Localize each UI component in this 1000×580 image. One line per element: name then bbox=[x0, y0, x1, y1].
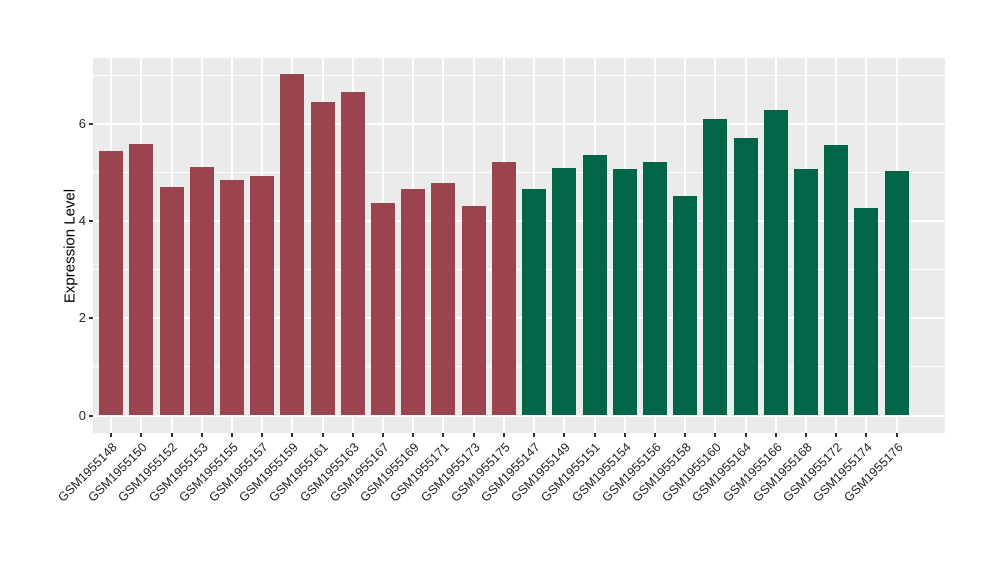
x-tick-mark bbox=[684, 433, 687, 437]
y-tick-mark bbox=[89, 414, 93, 417]
gridline-major-horizontal bbox=[93, 414, 945, 417]
bar bbox=[250, 175, 275, 416]
gridline-minor-horizontal bbox=[93, 172, 945, 173]
bar bbox=[552, 168, 577, 416]
bar bbox=[884, 170, 909, 416]
y-tick-label: 4 bbox=[78, 213, 86, 229]
x-tick-mark bbox=[744, 433, 747, 437]
bar bbox=[582, 154, 607, 416]
x-tick-mark bbox=[472, 433, 475, 437]
x-tick-mark bbox=[774, 433, 777, 437]
x-tick-mark bbox=[805, 433, 808, 437]
bar bbox=[703, 119, 728, 416]
bar bbox=[431, 183, 456, 416]
x-tick-mark bbox=[865, 433, 868, 437]
x-tick-mark bbox=[895, 433, 898, 437]
x-tick-mark bbox=[623, 433, 626, 437]
bar bbox=[340, 91, 365, 416]
x-tick-mark bbox=[321, 433, 324, 437]
x-tick-mark bbox=[261, 433, 264, 437]
gridline-minor-horizontal bbox=[93, 74, 945, 76]
bar bbox=[612, 169, 637, 416]
bar bbox=[824, 144, 849, 416]
gridline-major-horizontal bbox=[93, 122, 945, 125]
x-tick-mark bbox=[593, 433, 596, 437]
x-tick-mark bbox=[140, 433, 143, 437]
bar bbox=[461, 206, 486, 416]
bar bbox=[673, 195, 698, 416]
x-tick-mark bbox=[110, 433, 113, 437]
bar bbox=[491, 161, 516, 416]
plot-panel bbox=[93, 58, 945, 433]
x-tick-mark bbox=[291, 433, 294, 437]
bar bbox=[371, 202, 396, 416]
bar bbox=[733, 137, 758, 416]
y-axis-title: Expression Level bbox=[61, 188, 79, 303]
x-tick-mark bbox=[442, 433, 445, 437]
x-tick-mark bbox=[714, 433, 717, 437]
bar bbox=[310, 102, 335, 416]
x-tick-mark bbox=[533, 433, 536, 437]
x-tick-mark bbox=[563, 433, 566, 437]
y-tick-label: 2 bbox=[78, 310, 86, 326]
bar bbox=[763, 109, 788, 416]
x-tick-mark bbox=[653, 433, 656, 437]
bar bbox=[642, 162, 667, 416]
y-tick-mark bbox=[89, 122, 93, 125]
gridline-minor-horizontal bbox=[93, 366, 945, 368]
x-tick-mark bbox=[230, 433, 233, 437]
bar bbox=[280, 73, 305, 416]
x-tick-mark bbox=[200, 433, 203, 437]
gridline-minor-horizontal bbox=[93, 269, 945, 271]
x-tick-mark bbox=[382, 433, 385, 437]
gridline-major-horizontal bbox=[93, 317, 945, 320]
bar bbox=[129, 144, 154, 416]
bar bbox=[159, 186, 184, 416]
bar bbox=[219, 179, 244, 416]
gridline-major-horizontal bbox=[93, 220, 945, 223]
x-tick-mark bbox=[351, 433, 354, 437]
y-tick-label: 6 bbox=[78, 115, 86, 131]
bar bbox=[794, 169, 819, 416]
x-tick-mark bbox=[835, 433, 838, 437]
y-tick-mark bbox=[89, 220, 93, 223]
bar bbox=[522, 188, 547, 416]
y-tick-label: 0 bbox=[78, 407, 86, 423]
bar bbox=[854, 207, 879, 416]
bar bbox=[189, 166, 214, 416]
x-tick-mark bbox=[170, 433, 173, 437]
bar bbox=[401, 188, 426, 416]
x-tick-mark bbox=[502, 433, 505, 437]
x-tick-mark bbox=[412, 433, 415, 437]
bar bbox=[99, 150, 124, 416]
y-tick-mark bbox=[89, 317, 93, 320]
